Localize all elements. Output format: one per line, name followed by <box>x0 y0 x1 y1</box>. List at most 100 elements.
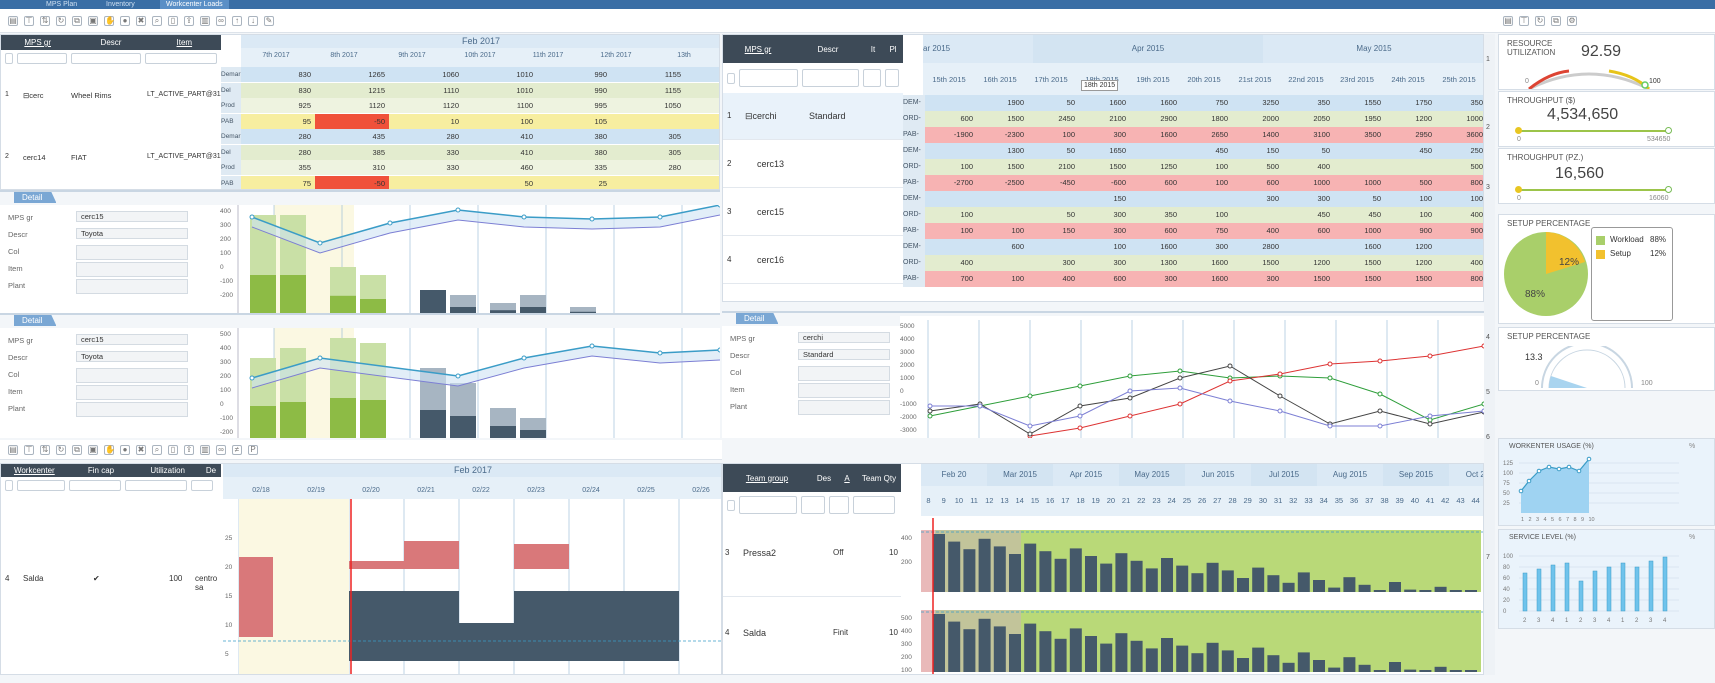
workcenter-row[interactable]: 4 Salda ✔ 100 centro sa <box>1 571 221 592</box>
grid-cell[interactable]: 50 <box>1321 146 1330 155</box>
grid-cell[interactable]: 300 <box>1164 274 1177 283</box>
grid-cell[interactable] <box>1129 191 1180 207</box>
grid-cell[interactable]: 280 <box>298 147 311 157</box>
grid-cell[interactable]: 1155 <box>664 85 681 95</box>
grid-cell[interactable]: 400 <box>1266 226 1279 235</box>
grid-cell[interactable]: 990 <box>594 70 607 79</box>
sort-icon[interactable]: ⇅ <box>40 15 50 26</box>
row-team-group[interactable]: Salda <box>743 628 767 638</box>
grid-cell[interactable]: 1600 <box>1160 130 1177 139</box>
grid-cell[interactable]: 400 <box>1062 274 1075 283</box>
grid-cell[interactable]: 2900 <box>1160 114 1177 123</box>
field-input[interactable] <box>76 245 188 260</box>
grid-cell[interactable] <box>976 191 1027 207</box>
grid-cell[interactable]: 305 <box>668 132 681 141</box>
filter-descr[interactable] <box>802 69 860 87</box>
week-label[interactable]: 7th 2017 <box>262 52 290 59</box>
grid-cell[interactable]: 1250 <box>1160 162 1177 171</box>
filter-icon[interactable]: ⊤ <box>24 444 34 455</box>
grid-cell[interactable]: 500 <box>1419 178 1432 187</box>
col-des[interactable]: Des <box>816 473 832 483</box>
grid-cell[interactable]: 2800 <box>1262 242 1279 251</box>
row-team-group[interactable]: Pressa2 <box>743 548 777 558</box>
table-row[interactable] <box>723 93 903 140</box>
grid-cell[interactable]: 100 <box>960 226 973 235</box>
grid-cell[interactable] <box>1435 239 1483 255</box>
week-label[interactable]: 21 <box>1121 496 1131 505</box>
grid-cell[interactable]: 300 <box>1215 242 1228 251</box>
select-all-checkbox[interactable] <box>727 72 735 84</box>
grid-cell[interactable]: 2650 <box>1211 130 1228 139</box>
grid-cell[interactable]: 1550 <box>1364 98 1381 107</box>
col-team-qty[interactable]: Team Qty <box>861 473 897 483</box>
week-label[interactable]: 31 <box>1273 496 1283 505</box>
grid-cell[interactable]: 100 <box>1062 130 1075 139</box>
week-label[interactable]: 25 <box>1182 496 1192 505</box>
grid-cell[interactable]: 1600 <box>1211 258 1228 267</box>
grid-cell[interactable]: 385 <box>372 147 385 157</box>
grid-cell[interactable] <box>925 143 976 159</box>
select-all-checkbox[interactable] <box>5 53 13 64</box>
record-icon[interactable]: ● <box>120 444 130 455</box>
grid-cell[interactable]: 1750 <box>1415 98 1432 107</box>
select-all-checkbox[interactable] <box>727 499 735 511</box>
grid-cell[interactable]: 600 <box>1317 226 1330 235</box>
grid-cell[interactable]: -600 <box>1110 178 1126 187</box>
grid-cell[interactable]: 1800 <box>1211 114 1228 123</box>
up-icon[interactable]: ↑ <box>232 15 242 26</box>
save-icon[interactable]: ▤ <box>8 444 18 455</box>
grid-cell[interactable]: 410 <box>520 147 533 157</box>
col-a[interactable]: A <box>844 473 850 483</box>
filter-fin-cap[interactable] <box>69 480 121 491</box>
grid-cell[interactable]: 400 <box>1470 258 1483 267</box>
grid-cell[interactable]: 1155 <box>664 70 681 79</box>
week-label[interactable]: 37 <box>1365 496 1374 505</box>
grid-cell[interactable]: -50 <box>315 175 389 189</box>
col-de[interactable]: De <box>205 466 217 475</box>
grid-cell[interactable]: 1900 <box>1007 98 1024 107</box>
grid-cell[interactable]: 350 <box>1317 98 1330 107</box>
week-label[interactable]: 22nd 2015 <box>1288 75 1324 84</box>
grid-cell[interactable]: 600 <box>1113 274 1126 283</box>
grid-cell[interactable]: 1120 <box>368 101 385 110</box>
row-group[interactable]: cerc15 <box>757 207 785 217</box>
grid-cell[interactable]: 2950 <box>1415 130 1432 139</box>
grid-cell[interactable]: 25 <box>598 178 607 188</box>
grid-cell[interactable]: 925 <box>298 101 311 110</box>
grid-cell[interactable] <box>925 191 976 207</box>
grid-cell[interactable] <box>1384 159 1435 175</box>
grid-cell[interactable]: 50 <box>524 178 533 188</box>
grid-cell[interactable]: 100 <box>1215 210 1228 219</box>
week-label[interactable]: 16 <box>1045 496 1055 505</box>
week-label[interactable]: 8 <box>926 496 931 505</box>
grid-cell[interactable]: 300 <box>1266 194 1279 203</box>
filter-des[interactable] <box>801 496 825 514</box>
grid-cell[interactable]: 2000 <box>1262 114 1279 123</box>
grid-cell[interactable]: 1500 <box>1364 258 1381 267</box>
grid-cell[interactable]: 300 <box>1062 258 1075 267</box>
grid-cell[interactable]: -1900 <box>953 130 973 139</box>
grid-cell[interactable]: 50 <box>1066 98 1075 107</box>
table-row[interactable] <box>723 518 901 597</box>
week-label[interactable]: 24th 2015 <box>1391 75 1425 84</box>
grid-cell[interactable]: 300 <box>1113 226 1126 235</box>
week-label[interactable]: 26 <box>1197 496 1207 505</box>
grid-cell[interactable]: 1500 <box>1313 274 1330 283</box>
grid-cell[interactable]: 100 <box>1419 210 1432 219</box>
week-label[interactable]: 9 <box>941 496 946 505</box>
grid-cell[interactable]: 1500 <box>1109 162 1126 171</box>
grid-cell[interactable]: 280 <box>668 163 681 172</box>
select-all-checkbox[interactable] <box>5 480 13 491</box>
field-input[interactable] <box>76 262 188 277</box>
grid-cell[interactable]: 1600 <box>1109 98 1126 107</box>
grid-cell[interactable]: 300 <box>1317 194 1330 203</box>
kpi-filter-icon[interactable]: ⊤ <box>1519 15 1529 26</box>
week-label[interactable]: 15th 2015 <box>932 75 966 84</box>
grid-cell[interactable]: 100 <box>1470 194 1483 203</box>
grid-cell[interactable]: 400 <box>960 258 973 267</box>
grid-cell[interactable]: 2050 <box>1313 114 1330 123</box>
field-input[interactable]: cerchi <box>798 332 890 343</box>
col-workcenter[interactable]: Workcenter <box>13 466 55 475</box>
grid-cell[interactable]: 1500 <box>1364 274 1381 283</box>
week-label[interactable]: 21st 2015 <box>1238 75 1272 84</box>
